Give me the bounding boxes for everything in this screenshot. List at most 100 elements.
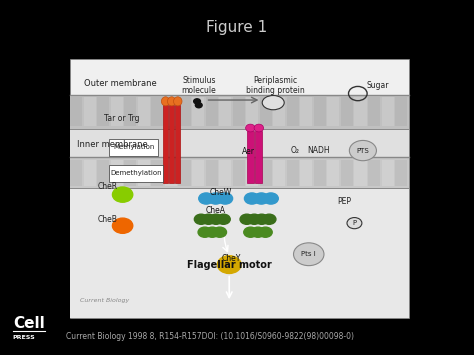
FancyBboxPatch shape	[328, 97, 339, 126]
Text: PEP: PEP	[337, 197, 352, 206]
FancyBboxPatch shape	[273, 160, 285, 186]
Text: Demethylation: Demethylation	[110, 170, 162, 176]
Ellipse shape	[167, 97, 176, 106]
FancyBboxPatch shape	[165, 97, 177, 126]
Text: CheY: CheY	[221, 254, 241, 263]
FancyBboxPatch shape	[206, 160, 218, 186]
FancyBboxPatch shape	[138, 160, 150, 186]
FancyBboxPatch shape	[301, 97, 312, 126]
FancyBboxPatch shape	[247, 131, 254, 183]
FancyBboxPatch shape	[163, 105, 168, 183]
Ellipse shape	[246, 124, 255, 132]
Circle shape	[217, 214, 230, 224]
Circle shape	[195, 103, 202, 108]
Text: Cell: Cell	[13, 316, 45, 331]
FancyBboxPatch shape	[382, 160, 393, 186]
FancyBboxPatch shape	[273, 97, 285, 126]
Circle shape	[208, 193, 223, 204]
FancyBboxPatch shape	[97, 160, 109, 186]
Circle shape	[247, 214, 261, 224]
FancyBboxPatch shape	[255, 131, 262, 183]
FancyBboxPatch shape	[287, 97, 299, 126]
FancyBboxPatch shape	[124, 160, 137, 186]
Circle shape	[293, 243, 324, 266]
FancyBboxPatch shape	[192, 97, 204, 126]
Circle shape	[198, 227, 211, 237]
FancyBboxPatch shape	[109, 165, 163, 182]
Circle shape	[194, 214, 208, 224]
Ellipse shape	[161, 97, 170, 106]
FancyBboxPatch shape	[382, 97, 393, 126]
Circle shape	[251, 227, 265, 237]
Circle shape	[240, 214, 254, 224]
Circle shape	[199, 193, 214, 204]
FancyBboxPatch shape	[246, 160, 258, 186]
Text: Pts I: Pts I	[301, 251, 316, 257]
Text: Current Biology: Current Biology	[80, 298, 129, 303]
Text: Figure 1: Figure 1	[206, 20, 268, 34]
Circle shape	[259, 227, 272, 237]
Circle shape	[218, 193, 233, 204]
Text: Outer membrane: Outer membrane	[84, 79, 156, 88]
FancyBboxPatch shape	[328, 160, 339, 186]
Circle shape	[255, 214, 268, 224]
Text: PTS: PTS	[356, 148, 369, 154]
Text: CheB: CheB	[97, 215, 117, 224]
FancyBboxPatch shape	[355, 97, 366, 126]
Circle shape	[209, 214, 223, 224]
Circle shape	[218, 256, 241, 273]
FancyBboxPatch shape	[70, 129, 409, 157]
FancyBboxPatch shape	[70, 97, 82, 126]
Text: Aer: Aer	[242, 147, 255, 157]
FancyBboxPatch shape	[84, 97, 96, 126]
FancyBboxPatch shape	[314, 160, 326, 186]
FancyBboxPatch shape	[178, 160, 191, 186]
FancyBboxPatch shape	[70, 160, 82, 186]
Text: Sugar: Sugar	[366, 81, 389, 90]
Circle shape	[264, 193, 278, 204]
Text: Flagellar motor: Flagellar motor	[187, 261, 272, 271]
FancyBboxPatch shape	[260, 97, 272, 126]
Circle shape	[245, 193, 259, 204]
FancyBboxPatch shape	[151, 97, 164, 126]
FancyBboxPatch shape	[233, 160, 245, 186]
Text: CheR: CheR	[97, 182, 118, 191]
FancyBboxPatch shape	[175, 105, 181, 183]
Circle shape	[213, 227, 227, 237]
FancyBboxPatch shape	[70, 157, 409, 188]
FancyBboxPatch shape	[109, 139, 158, 156]
Circle shape	[206, 227, 219, 237]
FancyBboxPatch shape	[124, 97, 137, 126]
FancyBboxPatch shape	[111, 97, 123, 126]
Circle shape	[347, 218, 362, 229]
Circle shape	[244, 227, 257, 237]
FancyBboxPatch shape	[246, 97, 258, 126]
Ellipse shape	[262, 95, 284, 110]
Circle shape	[112, 187, 133, 202]
Text: CheW: CheW	[210, 188, 232, 197]
FancyBboxPatch shape	[314, 97, 326, 126]
Text: Inner membrane: Inner membrane	[77, 140, 148, 149]
FancyBboxPatch shape	[138, 97, 150, 126]
Circle shape	[349, 141, 376, 161]
FancyBboxPatch shape	[233, 97, 245, 126]
Text: Tar or Trg: Tar or Trg	[104, 114, 139, 123]
FancyBboxPatch shape	[219, 160, 231, 186]
FancyBboxPatch shape	[260, 160, 272, 186]
Text: Stimulus
molecule: Stimulus molecule	[182, 76, 216, 95]
FancyBboxPatch shape	[368, 97, 380, 126]
FancyBboxPatch shape	[219, 97, 231, 126]
FancyBboxPatch shape	[169, 105, 174, 183]
Text: CheA: CheA	[206, 206, 226, 215]
FancyBboxPatch shape	[206, 97, 218, 126]
FancyBboxPatch shape	[192, 160, 204, 186]
Circle shape	[194, 99, 201, 104]
FancyBboxPatch shape	[395, 97, 407, 126]
Text: Periplasmic
binding protein: Periplasmic binding protein	[246, 76, 304, 95]
FancyBboxPatch shape	[97, 97, 109, 126]
Text: P: P	[352, 220, 356, 226]
FancyBboxPatch shape	[178, 97, 191, 126]
Text: O₂: O₂	[291, 146, 300, 155]
Ellipse shape	[173, 97, 182, 106]
Text: Current Biology 1998 8, R154-R157DOI: (10.1016/S0960-9822(98)00098-0): Current Biology 1998 8, R154-R157DOI: (1…	[66, 332, 355, 341]
